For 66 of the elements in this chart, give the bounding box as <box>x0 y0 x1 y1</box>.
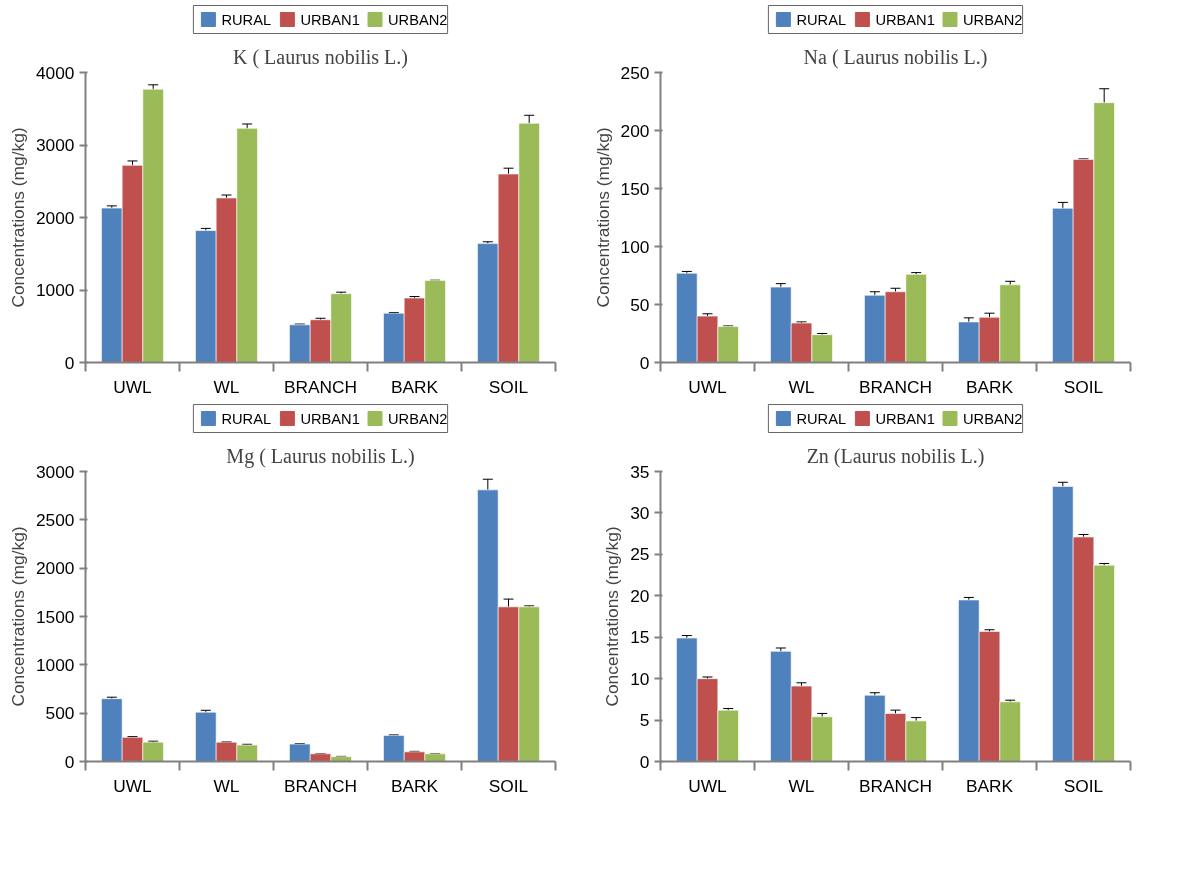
y-tick-label: 30 <box>630 502 650 523</box>
x-tick-label: BRANCH <box>283 376 358 397</box>
x-tick-label: BARK <box>965 376 1014 397</box>
y-axis-title: Concentrations (mg/kg) <box>7 127 28 308</box>
legend-label: URBAN1 <box>300 410 360 427</box>
x-tick-label: UWL <box>113 376 153 397</box>
y-tick-label: 200 <box>620 120 650 141</box>
legend-label: RURAL <box>221 410 272 427</box>
y-axis-title: Concentrations (mg/kg) <box>602 526 623 707</box>
x-tick-label: WL <box>213 775 240 796</box>
x-tick-label: BARK <box>965 775 1014 796</box>
legend-label: URBAN2 <box>388 410 448 427</box>
y-tick-label: 3000 <box>35 135 75 155</box>
legend-label: URBAN2 <box>388 11 448 28</box>
x-tick-label: WL <box>788 775 815 796</box>
x-tick-label: BARK <box>390 775 439 796</box>
legend-label: URBAN1 <box>300 11 360 28</box>
chart-title: K ( Laurus nobilis L.) <box>233 45 408 69</box>
y-tick-label: 25 <box>630 544 650 565</box>
y-tick-label: 0 <box>64 751 75 772</box>
x-tick-label: SOIL <box>1063 775 1104 796</box>
x-tick-label: BRANCH <box>283 775 358 796</box>
legend-label: RURAL <box>221 11 272 28</box>
legend-label: RURAL <box>796 11 847 28</box>
legend-label: URBAN1 <box>875 11 935 28</box>
y-tick-label: 2000 <box>35 207 75 228</box>
x-tick-label: UWL <box>688 376 728 397</box>
y-tick-label: 1000 <box>35 280 75 300</box>
y-axis-title: Concentrations (mg/kg) <box>592 127 613 308</box>
x-tick-label: SOIL <box>1063 376 1104 397</box>
y-tick-label: 0 <box>64 352 75 373</box>
x-tick-label: BRANCH <box>858 775 933 796</box>
x-tick-label: BARK <box>390 376 439 397</box>
y-tick-label: 3000 <box>35 461 75 482</box>
y-tick-label: 5 <box>639 710 650 731</box>
y-tick-label: 150 <box>620 178 650 199</box>
x-tick-label: WL <box>213 376 240 397</box>
y-tick-label: 500 <box>45 703 75 724</box>
x-tick-label: UWL <box>688 775 728 796</box>
y-tick-label: 15 <box>630 627 650 648</box>
y-tick-label: 0 <box>639 352 650 373</box>
legend-label: URBAN2 <box>963 11 1023 28</box>
legend-label: RURAL <box>796 410 847 427</box>
y-tick-label: 50 <box>630 294 650 315</box>
y-tick-label: 1000 <box>35 654 75 675</box>
y-axis-title: Concentrations (mg/kg) <box>7 526 28 707</box>
y-tick-label: 2500 <box>35 509 75 530</box>
legend-label: URBAN1 <box>875 410 935 427</box>
legend-label: URBAN2 <box>963 410 1023 427</box>
y-tick-label: 35 <box>630 461 650 482</box>
y-tick-label: 2000 <box>35 558 75 579</box>
y-tick-label: 20 <box>630 585 650 606</box>
x-tick-label: WL <box>788 376 815 397</box>
y-tick-label: 10 <box>630 668 650 689</box>
x-tick-label: UWL <box>113 775 153 796</box>
chart-title: Mg ( Laurus nobilis L.) <box>226 444 415 468</box>
y-tick-label: 4000 <box>35 62 75 83</box>
y-tick-label: 100 <box>620 236 650 257</box>
chart-title: Na ( Laurus nobilis L.) <box>803 45 988 69</box>
y-tick-label: 1500 <box>35 606 75 627</box>
x-tick-label: SOIL <box>488 775 529 796</box>
x-tick-label: SOIL <box>488 376 529 397</box>
y-tick-label: 250 <box>620 62 650 83</box>
y-tick-label: 0 <box>639 751 650 772</box>
chart-title: Zn (Laurus nobilis L.) <box>806 444 985 468</box>
x-tick-label: BRANCH <box>858 376 933 397</box>
